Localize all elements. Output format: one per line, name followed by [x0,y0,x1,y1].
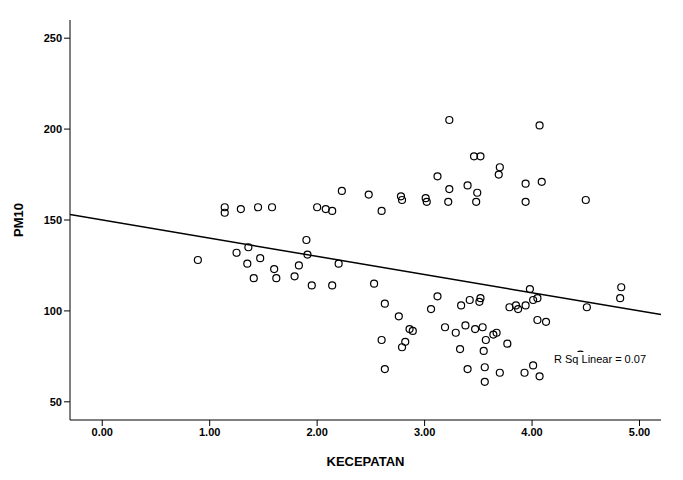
svg-text:4.00: 4.00 [521,426,542,438]
svg-text:250: 250 [44,32,62,44]
svg-text:3.00: 3.00 [414,426,435,438]
svg-text:150: 150 [44,214,62,226]
svg-text:50: 50 [50,396,62,408]
svg-text:KECEPATAN: KECEPATAN [327,454,405,469]
html-text:R Sq Linear = 0.07: R Sq Linear = 0.07 [554,353,646,365]
svg-text:PM10: PM10 [11,203,26,237]
svg-text:2.00: 2.00 [306,426,327,438]
svg-text:100: 100 [44,305,62,317]
svg-text:1.00: 1.00 [199,426,220,438]
svg-text:5.00: 5.00 [629,426,650,438]
svg-text:200: 200 [44,123,62,135]
svg-text:0.00: 0.00 [92,426,113,438]
